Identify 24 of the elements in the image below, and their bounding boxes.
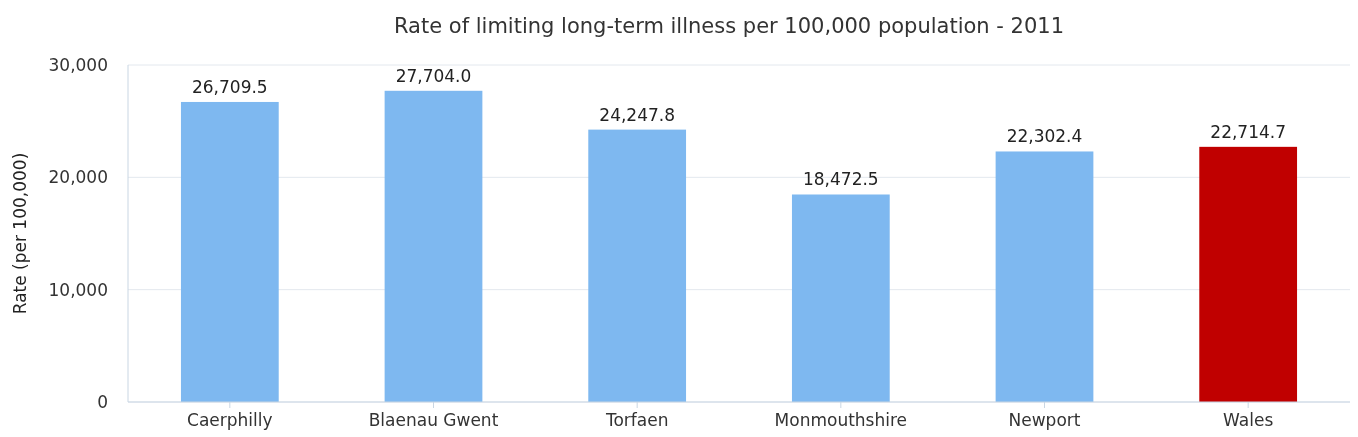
y-tick-label: 0 [97, 391, 108, 412]
x-tick-label: Wales [1223, 410, 1274, 430]
y-tick-label: 10,000 [48, 279, 108, 300]
x-tick-label: Monmouthshire [774, 410, 908, 430]
y-tick-label: 20,000 [48, 167, 108, 188]
data-label: 18,472.5 [802, 169, 879, 190]
x-tick-label: Blaenau Gwent [368, 410, 499, 430]
bar [791, 194, 890, 402]
bar [180, 101, 279, 402]
data-label: 22,714.7 [1210, 121, 1287, 142]
chart-title: Rate of limiting long-term illness per 100,000 population - 2011 [393, 14, 1065, 38]
x-tick-label: Torfaen [604, 410, 669, 430]
bar [1199, 146, 1298, 402]
x-tick-label: Newport [1008, 410, 1081, 430]
bar [995, 151, 1094, 402]
y-axis-title: Rate (per 100,000) [10, 152, 30, 315]
data-label: 24,247.8 [599, 104, 676, 125]
bar [588, 129, 687, 402]
data-label: 27,704.0 [395, 65, 472, 86]
bar [384, 90, 483, 402]
y-tick-label: 30,000 [48, 54, 108, 75]
x-tick-label: Caerphilly [187, 410, 273, 430]
data-label: 26,709.5 [191, 76, 268, 97]
data-label: 22,302.4 [1006, 126, 1083, 147]
